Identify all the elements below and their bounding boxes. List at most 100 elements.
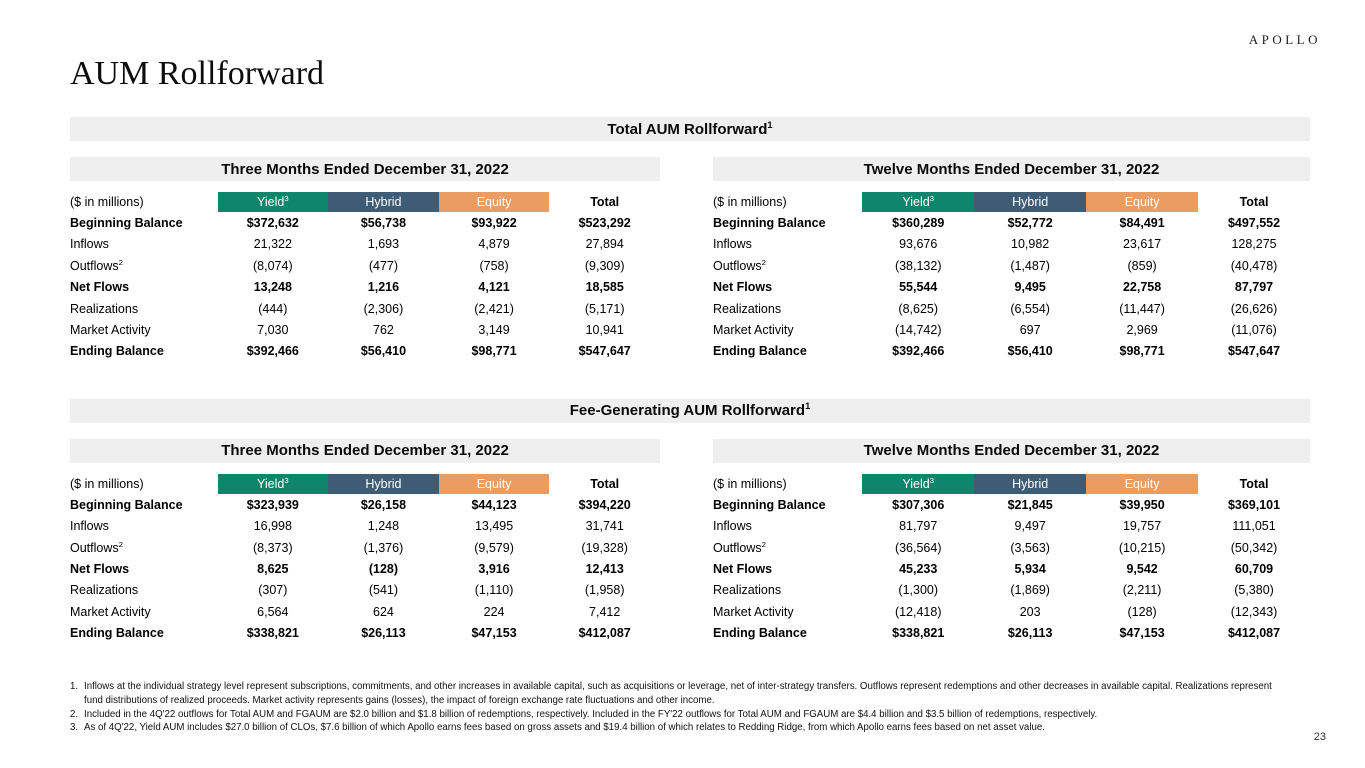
cell-beginning-balance-equity: $44,123 — [471, 497, 517, 512]
cell-outflows-yield: (8,373) — [253, 540, 293, 555]
footnote-text: Included in the 4Q'22 outflows for Total… — [84, 708, 1098, 720]
column-header-total: Total — [1239, 195, 1269, 209]
aum-table-total-aum-rollforward-left: ($ in millions) Yield3 Hybrid Equity Total Be… — [70, 192, 660, 363]
cell-inflows-equity: 13,495 — [474, 519, 514, 534]
cell-inflows-total: 27,894 — [585, 237, 624, 252]
cell-beginning-balance-yield: $323,939 — [246, 497, 299, 512]
period-header-text: Three Months Ended December 31, 2022 — [221, 160, 509, 178]
row-label-ending-balance: Ending Balance — [713, 626, 807, 641]
cell-ending-balance-equity: $47,153 — [1119, 626, 1165, 641]
cell-realizations-equity: (1,110) — [474, 583, 514, 598]
cell-net-flows-total: 12,413 — [585, 561, 624, 576]
cell-outflows-equity: (859) — [1127, 258, 1157, 273]
cell-beginning-balance-equity: $39,950 — [1119, 497, 1165, 512]
cell-net-flows-equity: 9,542 — [1126, 561, 1158, 576]
cell-market-activity-equity: 224 — [483, 604, 505, 619]
row-label-inflows: Inflows — [713, 519, 752, 534]
row-label-outflows: Outflows2 — [713, 257, 766, 273]
row-label-net-flows: Net Flows — [70, 280, 130, 295]
row-label-realizations: Realizations — [70, 301, 139, 316]
section-title-fee-generating-aum-rollforward: Fee-Generating AUM Rollforward1 — [70, 398, 1310, 423]
column-header-yield: Yield3 — [217, 192, 329, 212]
period-header-three-months-ended-december-31-2022: Three Months Ended December 31, 2022 — [70, 157, 660, 181]
row-label-net-flows: Net Flows — [70, 561, 130, 576]
cell-net-flows-equity: 22,758 — [1122, 280, 1162, 295]
tables-row: ($ in millions) Yield3 Hybrid Equity Total Be… — [70, 192, 1310, 363]
cell-ending-balance-total: $547,647 — [1227, 344, 1281, 359]
footnotes: 1. Inflows at the individual strategy lev… — [70, 680, 1292, 734]
aum-table-fee-generating-aum-rollforward-left: ($ in millions) Yield3 Hybrid Equity Total Be… — [70, 473, 660, 645]
row-label-net-flows: Net Flows — [713, 561, 773, 576]
cell-outflows-total: (40,478) — [1230, 258, 1278, 273]
cell-inflows-yield: 16,998 — [253, 519, 292, 534]
column-header-equity: Equity — [1086, 192, 1199, 212]
row-label-outflows: Outflows2 — [70, 257, 123, 273]
page-title: AUM Rollforward — [70, 55, 325, 92]
row-label-beginning-balance: Beginning Balance — [70, 216, 183, 230]
cell-beginning-balance-hybrid: $21,845 — [1007, 497, 1053, 512]
tables-row: ($ in millions) Yield3 Hybrid Equity Total Be… — [70, 473, 1310, 645]
period-header-three-months-ended-december-31-2022: Three Months Ended December 31, 2022 — [70, 438, 660, 463]
section-title-text: Total AUM Rollforward1 — [607, 119, 773, 138]
cell-outflows-total: (50,342) — [1230, 540, 1278, 555]
cell-market-activity-hybrid: 697 — [1019, 322, 1041, 337]
cell-ending-balance-hybrid: $26,113 — [361, 626, 406, 641]
superscript: 3 — [929, 475, 935, 485]
cell-inflows-hybrid: 1,693 — [367, 237, 400, 252]
column-header-total: Total — [590, 476, 620, 491]
footnote-number: 3. — [70, 722, 79, 734]
footnote-number: 2. — [70, 708, 79, 720]
row-label-ending-balance: Ending Balance — [70, 626, 164, 641]
cell-inflows-total: 128,275 — [1231, 237, 1277, 252]
cell-inflows-total: 31,741 — [585, 519, 624, 534]
superscript: 2 — [118, 539, 123, 549]
column-header-total: Total — [1239, 476, 1269, 491]
cell-market-activity-equity: 2,969 — [1126, 322, 1158, 337]
period-header-text: Three Months Ended December 31, 2022 — [221, 442, 509, 460]
cell-ending-balance-hybrid: $26,113 — [1007, 626, 1053, 641]
cell-market-activity-yield: (14,742) — [894, 322, 942, 337]
cell-inflows-equity: 4,879 — [478, 237, 510, 252]
cell-beginning-balance-equity: $93,922 — [471, 216, 517, 230]
column-header-equity: Equity — [438, 473, 550, 494]
cell-realizations-equity: (2,421) — [474, 301, 514, 316]
cell-realizations-hybrid: (6,554) — [1010, 301, 1050, 316]
cell-net-flows-hybrid: 5,934 — [1014, 561, 1046, 576]
cell-net-flows-hybrid: 1,216 — [367, 280, 400, 295]
row-label-market-activity: Market Activity — [713, 322, 794, 337]
cell-ending-balance-hybrid: $56,410 — [1007, 344, 1053, 359]
cell-ending-balance-yield: $338,821 — [246, 626, 299, 641]
footnote-number: 1. — [70, 681, 79, 693]
cell-realizations-yield: (444) — [258, 301, 288, 316]
unit-label: ($ in millions) — [713, 476, 787, 491]
superscript: 2 — [118, 257, 123, 267]
cell-market-activity-yield: 6,564 — [257, 604, 289, 619]
cell-realizations-equity: (11,447) — [1119, 301, 1165, 316]
superscript: 2 — [761, 257, 766, 267]
cell-realizations-total: (5,380) — [1234, 583, 1274, 598]
column-header-total: Total — [590, 195, 620, 209]
cell-net-flows-total: 18,585 — [585, 280, 624, 295]
aum-table-total-aum-rollforward-right: ($ in millions) Yield3 Hybrid Equity Total Be… — [713, 192, 1310, 363]
cell-inflows-yield: 21,322 — [253, 237, 292, 252]
cell-outflows-hybrid: (477) — [368, 258, 399, 273]
cell-realizations-hybrid: (1,869) — [1010, 583, 1050, 598]
cell-ending-balance-hybrid: $56,410 — [360, 344, 407, 359]
cell-inflows-yield: 81,797 — [899, 519, 938, 534]
cell-outflows-hybrid: (3,563) — [1010, 540, 1050, 555]
cell-beginning-balance-total: $497,552 — [1227, 216, 1281, 230]
slide-content: Total AUM Rollforward1 Three Months Ended… — [70, 117, 1310, 735]
aum-table-fee-generating-aum-rollforward-right: ($ in millions) Yield3 Hybrid Equity Total Be… — [713, 473, 1310, 645]
cell-market-activity-hybrid: 624 — [373, 604, 394, 619]
row-label-outflows: Outflows2 — [70, 539, 123, 555]
row-label-beginning-balance: Beginning Balance — [713, 497, 826, 512]
cell-outflows-hybrid: (1,487) — [1010, 258, 1050, 273]
period-header-twelve-months-ended-december-31-2022: Twelve Months Ended December 31, 2022 — [713, 157, 1310, 181]
cell-beginning-balance-hybrid: $52,772 — [1007, 216, 1053, 230]
column-header-equity: Equity — [1086, 473, 1199, 494]
cell-realizations-yield: (1,300) — [898, 583, 939, 598]
column-header-yield: Yield3 — [862, 192, 975, 212]
cell-beginning-balance-total: $523,292 — [578, 216, 631, 230]
cell-inflows-yield: 93,676 — [899, 237, 938, 252]
cell-net-flows-equity: 4,121 — [478, 280, 510, 295]
